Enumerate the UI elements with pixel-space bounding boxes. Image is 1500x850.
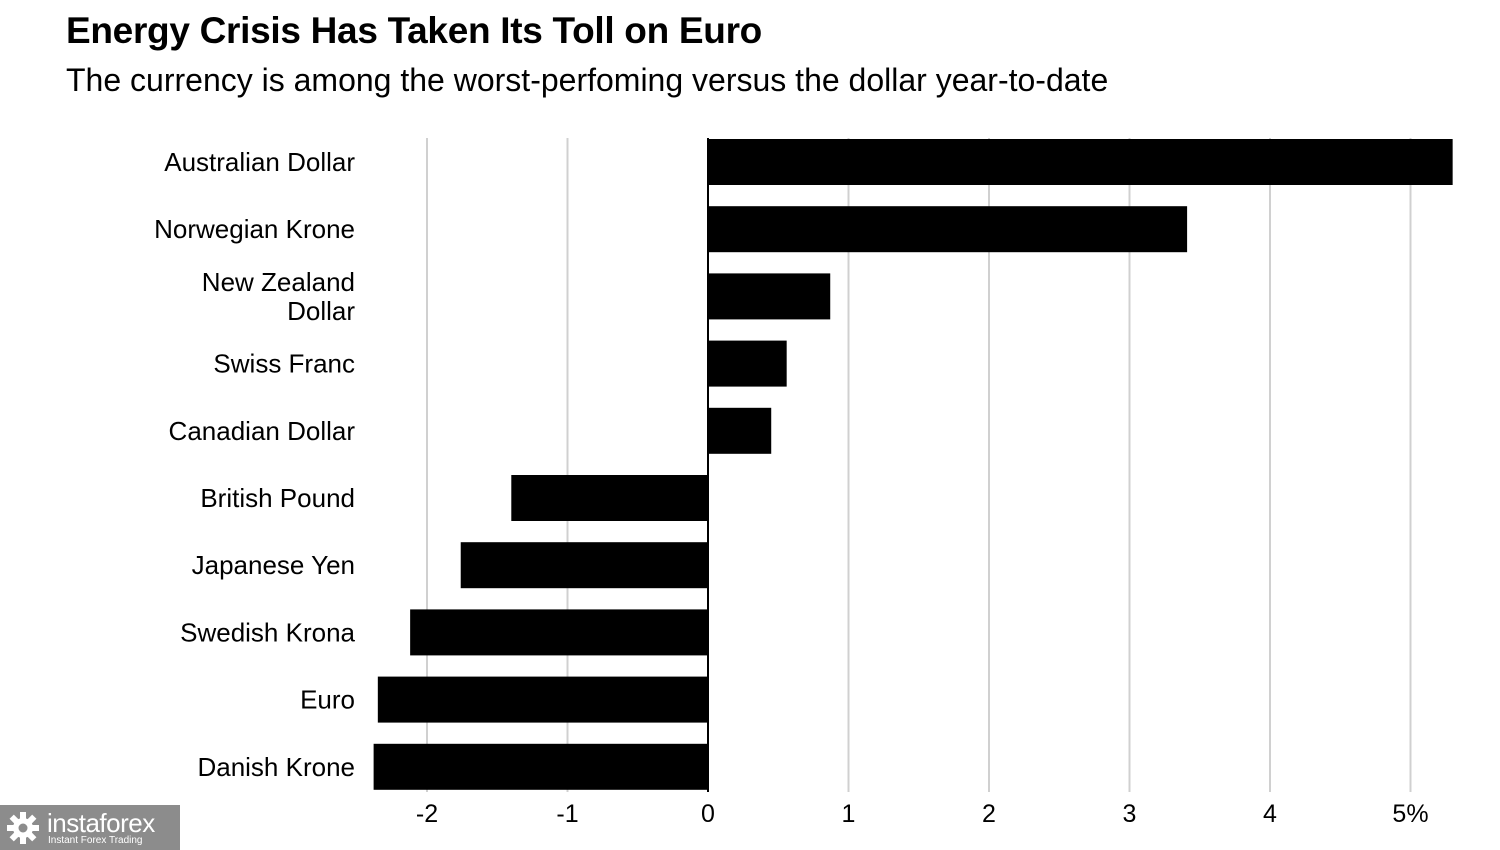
category-label-japanese-yen: Japanese Yen: [192, 550, 355, 580]
x-tick-label-4: 4: [1263, 800, 1277, 828]
bar-swedish-krona: [410, 609, 708, 656]
bar-norwegian-krone: [708, 206, 1188, 253]
bar-british-pound: [511, 475, 708, 521]
chart-title: Energy Crisis Has Taken Its Toll on Euro: [66, 10, 762, 51]
gear-icon: [7, 812, 39, 844]
category-label-euro: Euro: [300, 685, 355, 715]
category-label-swedish-krona: Swedish Krona: [180, 617, 355, 647]
category-label-danish-krone: Danish Krone: [197, 752, 355, 782]
watermark-brand: instaforex: [47, 808, 155, 838]
x-tick-labels: -2 -1 0 1 2 3 4 5%: [416, 800, 1429, 828]
bar-japanese-yen: [460, 542, 708, 589]
category-label-swiss-franc: Swiss Franc: [213, 349, 355, 379]
bar-swiss-franc: [708, 340, 787, 387]
category-label-british-pound: British Pound: [200, 483, 355, 513]
x-tick-label-5: 5%: [1392, 800, 1428, 828]
category-label-canadian-dollar: Canadian Dollar: [169, 416, 356, 446]
x-tick-label-1: -1: [556, 800, 578, 828]
x-tick-label-0: 0: [701, 800, 715, 828]
category-label-new-zealand-dollar: New Zealand Dollar: [202, 267, 356, 326]
category-label-australian-dollar: Australian Dollar: [164, 147, 355, 177]
instaforex-watermark: instaforex Instant Forex Trading: [0, 805, 180, 850]
category-labels: Australian Dollar Norwegian Krone New Zeal…: [154, 147, 355, 782]
watermark-tagline: Instant Forex Trading: [48, 835, 143, 846]
x-tick-label-2: 2: [982, 800, 996, 828]
x-tick-label-2: -2: [416, 800, 438, 828]
x-tick-label-1: 1: [842, 800, 856, 828]
bar-euro: [377, 676, 708, 723]
category-label-norwegian-krone: Norwegian Krone: [154, 214, 355, 244]
bar-danish-krone: [373, 743, 708, 790]
x-tick-label-3: 3: [1123, 800, 1137, 828]
chart-subtitle: The currency is among the worst-perfomin…: [66, 62, 1109, 98]
bar-new-zealand-dollar: [708, 273, 831, 320]
bars: [373, 138, 1453, 792]
bar-australian-dollar: [708, 139, 1453, 185]
bar-canadian-dollar: [708, 407, 772, 454]
